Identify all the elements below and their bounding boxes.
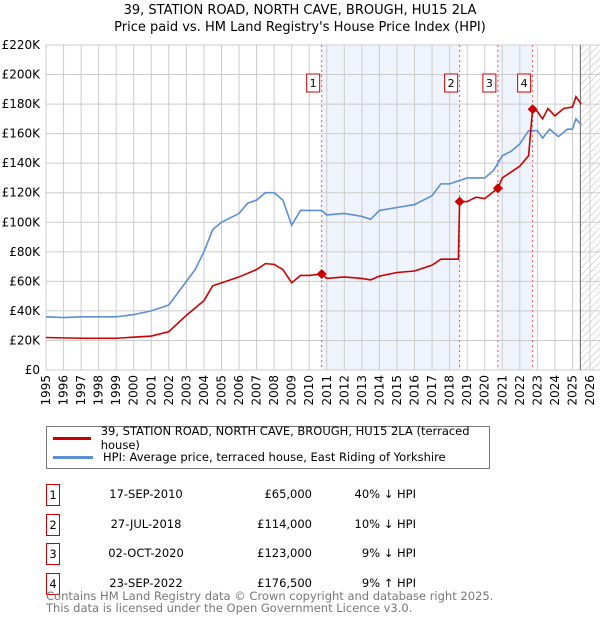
- legend-item-hpi: HPI: Average price, terraced house, East…: [53, 449, 446, 465]
- y-tick-label: £140K: [2, 156, 42, 170]
- x-tick-label: 2003: [179, 375, 193, 406]
- x-tick-label: 2023: [530, 375, 544, 406]
- x-tick-label: 1997: [74, 375, 88, 406]
- chart-title: 39, STATION ROAD, NORTH CAVE, BROUGH, HU…: [123, 3, 477, 18]
- legend: 39, STATION ROAD, NORTH CAVE, BROUGH, HU…: [46, 424, 490, 469]
- x-tick-label: 1996: [57, 375, 71, 406]
- hpi-line: [45, 117, 582, 319]
- legend-swatch: [53, 436, 91, 440]
- x-tick-label: 2008: [267, 375, 281, 406]
- sale-marker-box: [444, 73, 459, 93]
- sale-date: 17-SEP-2010: [109, 487, 183, 501]
- y-tick-label: £40K: [9, 304, 41, 318]
- sale-date: 27-JUL-2018: [110, 516, 182, 531]
- x-tick-label: 2011: [320, 375, 334, 406]
- y-tick-label: £220K: [2, 38, 42, 52]
- sale-marker-box: [306, 73, 321, 93]
- x-tick-label: 2002: [162, 375, 176, 406]
- x-tick-label: 1999: [109, 375, 123, 406]
- sale-price: £123,000: [257, 546, 312, 560]
- price-chart: 1995 1996 1997 1998 1999 2000 2001 2002 2003 2004…: [2, 38, 600, 406]
- x-tick-label: 2022: [513, 375, 527, 406]
- y-tick-label: £60K: [9, 274, 41, 288]
- x-tick-label: 2020: [478, 375, 492, 406]
- chart-subtitle: Price paid vs. HM Land Registry's House …: [114, 20, 486, 35]
- sale-row: 4 23-SEP-2022 £176,500 9% ↑ HPI: [46, 572, 546, 595]
- sale-marker-label: 1: [310, 77, 317, 90]
- sale-marker-box: [482, 73, 497, 93]
- sale-point: [454, 196, 465, 207]
- sale-row: 3 02-OCT-2020 £123,000 9% ↓ HPI: [46, 543, 546, 565]
- y-tick-label: £160K: [2, 127, 42, 141]
- x-tick-label: 2026: [583, 375, 597, 406]
- sale-marker-label: 2: [448, 77, 455, 90]
- y-tick-label: £80K: [9, 245, 41, 259]
- x-tick-label: 2000: [127, 375, 141, 406]
- y-tick-label: £180K: [2, 97, 42, 111]
- x-tick-label: 2004: [197, 375, 211, 406]
- x-tick-label: 2010: [302, 375, 316, 406]
- x-tick-label: 2012: [337, 375, 351, 406]
- x-tick-label: 2019: [460, 375, 474, 406]
- x-tick-label: 2024: [548, 375, 562, 406]
- x-tick-label: 2015: [390, 375, 404, 406]
- sale-row: 2 27-JUL-2018 £114,000 10% ↓ HPI: [46, 513, 546, 536]
- sale-price: £176,500: [257, 575, 312, 590]
- sale-date: 02-OCT-2020: [108, 546, 184, 560]
- x-tick-label: 2006: [232, 375, 246, 406]
- sale-hpi-diff: 9% ↓ HPI: [361, 546, 416, 560]
- sale-price: £65,000: [264, 487, 312, 501]
- footer-line: Contains HM Land Registry data © Crown c…: [46, 589, 494, 603]
- sale-marker-box: [517, 73, 532, 93]
- y-tick-label: £100K: [2, 215, 42, 229]
- sale-row: 1 17-SEP-2010 £65,000 40% ↓ HPI: [46, 484, 546, 506]
- sale-point: [527, 104, 538, 115]
- y-tick-label: £20K: [9, 333, 41, 347]
- x-tick-label: 2013: [355, 375, 369, 406]
- x-tick-label: 2014: [372, 375, 386, 406]
- x-tick-label: 2021: [495, 375, 509, 406]
- shaded-period: [321, 45, 460, 370]
- sale-marker-label: 3: [486, 77, 493, 90]
- y-tick-label: £0: [25, 363, 40, 377]
- y-tick-label: £200K: [2, 68, 42, 82]
- footer: Contains HM Land Registry data © Crown c…: [46, 590, 493, 614]
- sale-marker-label: 4: [521, 77, 528, 90]
- footer-line: This data is licensed under the Open Gov…: [46, 601, 413, 615]
- x-tick-label: 1998: [92, 375, 106, 406]
- x-tick-label: 2017: [425, 375, 439, 406]
- x-tick-label: 2001: [144, 375, 158, 406]
- sale-date: 23-SEP-2022: [109, 575, 183, 590]
- sale-point: [316, 268, 327, 279]
- legend-label: 39, STATION ROAD, NORTH CAVE, BROUGH, HU…: [100, 424, 470, 452]
- x-tick-label: 1995: [39, 375, 53, 406]
- legend-label: HPI: Average price, terraced house, East…: [103, 450, 446, 464]
- sale-number-badge: 3: [46, 543, 60, 565]
- sale-number-badge: 1: [46, 484, 60, 506]
- x-tick-label: 2009: [285, 375, 299, 406]
- y-tick-label: £120K: [2, 186, 42, 200]
- sale-hpi-diff: 9% ↑ HPI: [361, 575, 416, 590]
- legend-item-property: 39, STATION ROAD, NORTH CAVE, BROUGH, HU…: [53, 424, 489, 452]
- sale-number-badge: 2: [46, 513, 60, 536]
- x-tick-label: 2005: [214, 375, 228, 406]
- legend-swatch: [53, 455, 93, 459]
- sale-hpi-diff: 40% ↓ HPI: [354, 487, 416, 501]
- x-tick-label: 2018: [443, 375, 457, 406]
- sale-price: £114,000: [257, 516, 312, 531]
- x-tick-label: 2025: [565, 375, 579, 406]
- sale-point: [492, 183, 503, 194]
- x-tick-label: 2016: [408, 375, 422, 406]
- shaded-period: [497, 45, 533, 370]
- sale-hpi-diff: 10% ↓ HPI: [354, 516, 416, 531]
- sale-number-badge: 4: [46, 572, 60, 595]
- x-tick-label: 2007: [250, 375, 264, 406]
